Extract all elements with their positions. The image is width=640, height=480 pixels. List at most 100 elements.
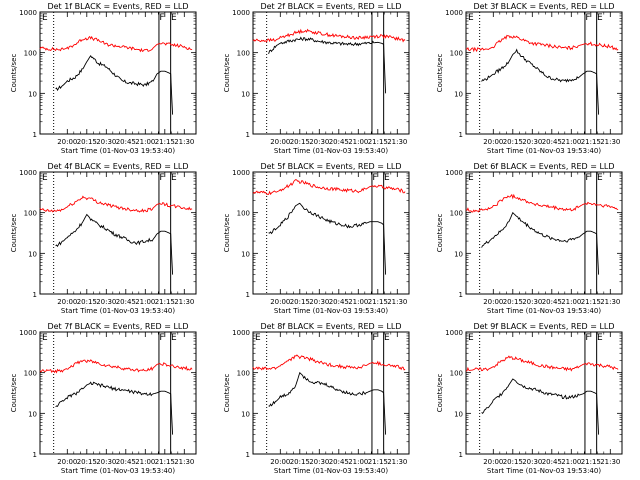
series-line (465, 355, 619, 372)
chart-title: Det 9f BLACK = Events, RED = LLD (473, 322, 614, 331)
series-line (481, 378, 600, 435)
series-line (481, 211, 600, 275)
x-tick-label: 21:15 (581, 458, 601, 466)
x-tick-label: 21:00 (135, 138, 155, 146)
chart-panel: Det 4f BLACK = Events, RED = LLD 1 10 100 10… (10, 162, 197, 315)
chart-panel: Det 6f BLACK = Events, RED = LLD 1 10 100 10… (436, 162, 623, 315)
x-tick-label: 20:15 (290, 298, 310, 306)
x-tick-label: 20:45 (116, 458, 136, 466)
y-tick-label: 1 (246, 291, 250, 299)
x-tick-label: 20:45 (542, 458, 562, 466)
x-tick-label: 20:15 (290, 138, 310, 146)
flag-label: E (468, 173, 474, 183)
series-line (55, 54, 174, 115)
flag-label: E (42, 13, 48, 23)
series-line (39, 359, 193, 374)
plot-frame (252, 331, 410, 455)
chart-panel: Det 8f BLACK = Events, RED = LLD 1 10 100 10… (223, 322, 410, 475)
chart-title: Det 4f BLACK = Events, RED = LLD (47, 162, 188, 171)
y-tick-label: 100 (24, 50, 37, 58)
x-tick-label: 20:00 (57, 138, 77, 146)
y-tick-label: 100 (450, 210, 463, 218)
flag-label: E (384, 333, 390, 343)
x-tick-label: 21:30 (387, 458, 407, 466)
y-tick-label: 10 (454, 410, 463, 418)
x-tick-label: 20:00 (270, 298, 290, 306)
x-tick-label: 20:30 (96, 298, 116, 306)
y-tick-label: 1 (246, 451, 250, 459)
series-line (55, 381, 174, 435)
plot-frame (252, 11, 410, 135)
y-axis-label: Counts/sec (10, 214, 18, 253)
y-axis-label: Counts/sec (436, 214, 444, 253)
y-axis-label: Counts/sec (223, 214, 231, 253)
x-tick-label: 20:30 (522, 138, 542, 146)
chart-title: Det 8f BLACK = Events, RED = LLD (260, 322, 401, 331)
x-tick-label: 20:45 (329, 458, 349, 466)
x-tick-label: 20:00 (270, 138, 290, 146)
x-axis-label: Start Time (01-Nov-03 19:53:40) (487, 307, 601, 315)
y-tick-label: 10 (454, 250, 463, 258)
y-tick-label: 10 (28, 410, 37, 418)
y-axis-label: Counts/sec (223, 54, 231, 93)
x-tick-label: 21:15 (368, 138, 388, 146)
x-tick-label: 20:45 (116, 138, 136, 146)
x-tick-label: 21:15 (155, 138, 175, 146)
plot-frame (465, 11, 623, 135)
x-tick-label: 21:30 (174, 138, 194, 146)
series-line (252, 28, 406, 43)
chart-panel: Det 5f BLACK = Events, RED = LLD 1 10 100 10… (223, 162, 410, 315)
x-tick-label: 20:00 (483, 458, 503, 466)
series-line (39, 195, 193, 213)
x-tick-label: 20:30 (522, 298, 542, 306)
flag-label: F (585, 173, 590, 183)
chart-title: Det 5f BLACK = Events, RED = LLD (260, 162, 401, 171)
flag-label: F (372, 333, 377, 343)
x-tick-label: 20:15 (503, 458, 523, 466)
x-tick-label: 21:30 (387, 138, 407, 146)
y-axis-label: Counts/sec (10, 374, 18, 413)
x-tick-label: 21:00 (561, 298, 581, 306)
x-tick-label: 21:30 (600, 298, 620, 306)
flag-label: F (159, 13, 164, 23)
chart-title: Det 2f BLACK = Events, RED = LLD (260, 2, 401, 11)
flag-label: E (468, 333, 474, 343)
y-tick-label: 100 (24, 210, 37, 218)
y-tick-label: 1 (33, 451, 37, 459)
x-tick-label: 21:15 (155, 458, 175, 466)
x-tick-label: 21:30 (387, 298, 407, 306)
y-tick-label: 10 (241, 250, 250, 258)
flag-label: E (468, 13, 474, 23)
y-tick-label: 100 (450, 50, 463, 58)
x-tick-label: 20:00 (57, 298, 77, 306)
x-tick-label: 21:30 (174, 458, 194, 466)
x-tick-label: 21:15 (155, 298, 175, 306)
y-tick-label: 1000 (232, 169, 250, 177)
y-tick-label: 100 (237, 50, 250, 58)
x-axis-label: Start Time (01-Nov-03 19:53:40) (274, 147, 388, 155)
x-axis-label: Start Time (01-Nov-03 19:53:40) (61, 467, 175, 475)
y-tick-label: 1000 (232, 329, 250, 337)
x-tick-label: 20:45 (116, 298, 136, 306)
flag-label: F (372, 173, 377, 183)
x-axis-label: Start Time (01-Nov-03 19:53:40) (274, 467, 388, 475)
y-tick-label: 100 (450, 370, 463, 378)
y-tick-label: 1000 (445, 169, 463, 177)
plot-frame (39, 331, 197, 455)
series-line (39, 35, 193, 53)
x-tick-label: 20:00 (483, 138, 503, 146)
x-tick-label: 20:15 (503, 138, 523, 146)
y-tick-label: 1 (33, 291, 37, 299)
x-tick-label: 20:30 (522, 458, 542, 466)
x-tick-label: 21:30 (600, 458, 620, 466)
y-tick-label: 1000 (19, 169, 37, 177)
y-tick-label: 1 (459, 291, 463, 299)
x-tick-label: 20:45 (329, 298, 349, 306)
chart-panel: Det 9f BLACK = Events, RED = LLD 1 10 100 10… (436, 322, 623, 475)
flag-label: E (255, 333, 261, 343)
series-line (465, 193, 619, 213)
y-tick-label: 100 (237, 210, 250, 218)
plot-frame (465, 171, 623, 295)
y-axis-label: Counts/sec (436, 54, 444, 93)
y-tick-label: 10 (28, 90, 37, 98)
